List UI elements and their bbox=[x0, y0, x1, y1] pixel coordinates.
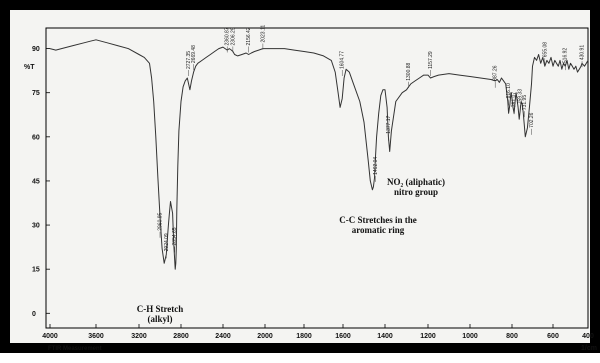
x-tick-label: 1600 bbox=[335, 333, 351, 340]
x-tick-label: 1200 bbox=[420, 333, 436, 340]
peak-label: 1300.88 bbox=[406, 62, 412, 80]
y-tick-label: 15 bbox=[32, 267, 40, 274]
x-tick-label: 800 bbox=[506, 333, 518, 340]
footer-label: FTIR Measurement bbox=[48, 346, 102, 352]
peak-label: 816.10 bbox=[506, 83, 512, 99]
ftir-spectrum-chart: 90 75 60 45 30 15 0 4000 3600 3200 2800 2400 2000 18… bbox=[24, 25, 597, 352]
y-axis-label: %T bbox=[24, 64, 35, 71]
band-annotations: C-H Stretch(alkyl) C-C Stretches in thear… bbox=[137, 177, 445, 324]
peak-label: 655.08 bbox=[542, 42, 548, 58]
x-axis-label: 1/cm bbox=[581, 345, 597, 352]
peak-label: 2360.87 bbox=[225, 27, 231, 45]
x-tick-label: 600 bbox=[547, 333, 559, 340]
annotation-line: NO₂ (aliphatic) bbox=[387, 177, 445, 187]
x-tick-label: 400 bbox=[582, 333, 594, 340]
peak-label: 2960.95 bbox=[158, 212, 164, 230]
peak-label: 731.95 bbox=[522, 95, 528, 111]
x-axis-ticks: 4000 3600 3200 2800 2400 2000 1800 1600 1400 1200… bbox=[42, 324, 594, 340]
peak-label: 2854.65 bbox=[172, 227, 178, 245]
x-tick-label: 3200 bbox=[131, 333, 147, 340]
peak-label: 430.91 bbox=[580, 45, 586, 61]
peak-label: 2669.48 bbox=[191, 45, 197, 63]
peak-label: 887.26 bbox=[493, 65, 499, 81]
plot-axes bbox=[45, 27, 589, 329]
figure-frame: 90 75 60 45 30 15 0 4000 3600 3200 2800 2400 2000 18… bbox=[0, 0, 600, 353]
spectrum-line bbox=[49, 39, 589, 270]
x-tick-label: 1800 bbox=[296, 333, 312, 340]
annotation-line: C-C Stretches in the bbox=[339, 215, 417, 225]
plot-border bbox=[45, 27, 589, 329]
annotation-line: aromatic ring bbox=[352, 225, 405, 235]
x-tick-label: 3600 bbox=[88, 333, 104, 340]
y-tick-label: 75 bbox=[32, 90, 40, 97]
peak-label: 2156.42 bbox=[246, 27, 252, 45]
x-tick-label: 2400 bbox=[215, 333, 231, 340]
x-tick-label: 2000 bbox=[257, 333, 273, 340]
y-tick-label: 45 bbox=[32, 178, 40, 185]
peak-label: 1377.17 bbox=[386, 115, 392, 133]
peak-label: 2727.35 bbox=[186, 51, 192, 69]
y-tick-label: 30 bbox=[32, 223, 40, 230]
x-tick-label: 1000 bbox=[462, 333, 478, 340]
peak-label: 702.26 bbox=[529, 112, 535, 128]
x-tick-label: 1400 bbox=[377, 333, 393, 340]
peak-label: 516.92 bbox=[563, 48, 569, 64]
x-tick-label: 4000 bbox=[42, 333, 58, 340]
annotation-line: (alkyl) bbox=[147, 314, 172, 324]
peak-label: 1157.29 bbox=[428, 51, 434, 69]
x-tick-label: 2800 bbox=[173, 333, 189, 340]
peak-label: 2924.09 bbox=[164, 233, 170, 251]
spectrum-series bbox=[49, 39, 589, 270]
peak-label: 759.33 bbox=[518, 89, 524, 105]
y-tick-label: 90 bbox=[32, 46, 40, 53]
peak-label: 2306.29 bbox=[230, 27, 236, 45]
annotation-line: nitro group bbox=[394, 187, 438, 197]
y-axis-ticks: 90 75 60 45 30 15 0 bbox=[32, 46, 50, 318]
y-tick-label: 60 bbox=[32, 134, 40, 141]
peak-label: 781.07 bbox=[512, 92, 518, 108]
y-tick-label: 0 bbox=[32, 311, 36, 318]
peak-label: 2023.11 bbox=[260, 25, 266, 43]
peak-label: 1604.77 bbox=[340, 51, 346, 69]
annotation-line: C-H Stretch bbox=[137, 304, 184, 314]
peak-label: 1462.04 bbox=[373, 157, 379, 175]
